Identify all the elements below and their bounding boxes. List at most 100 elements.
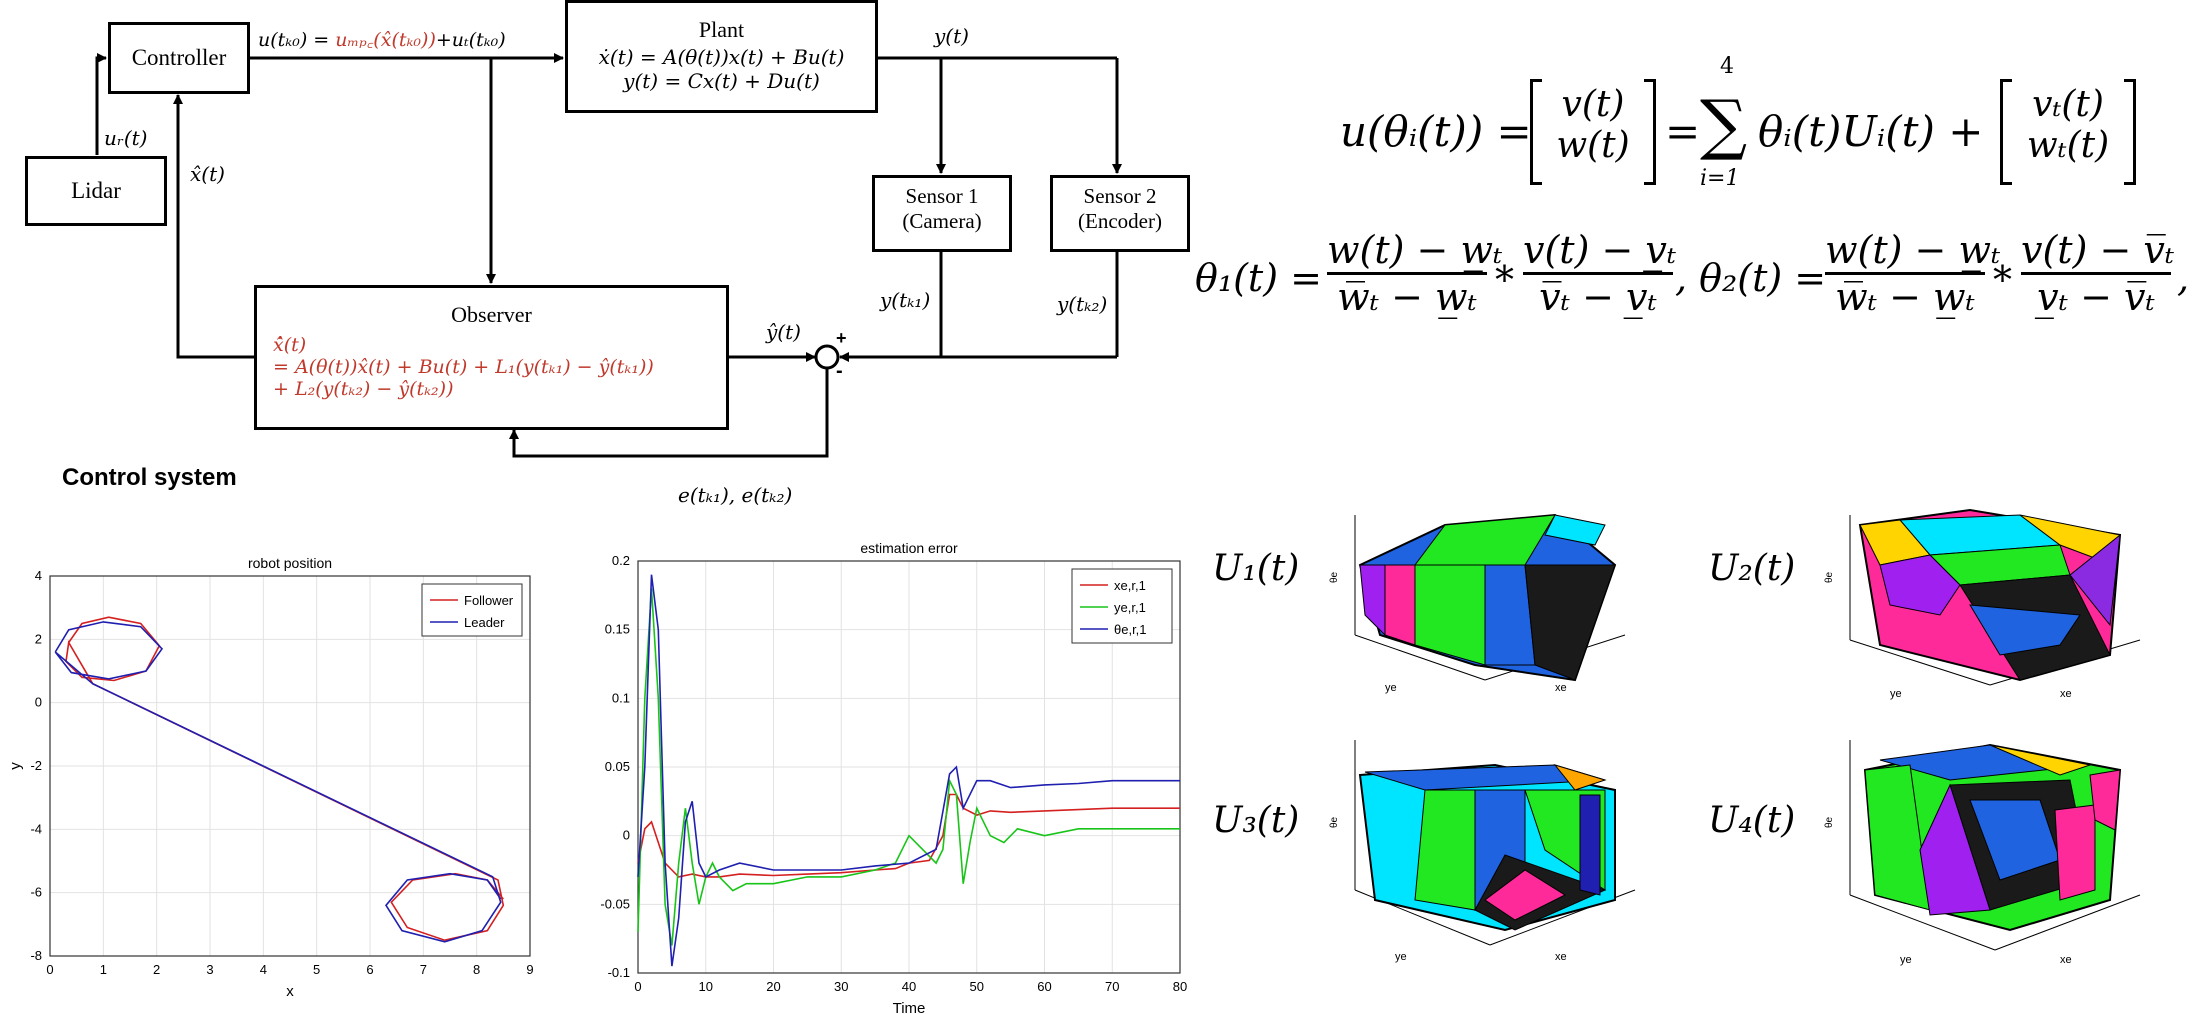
sensor2-label: Sensor 2 — [1083, 184, 1157, 208]
y-tick-label: 2 — [35, 631, 42, 646]
x-tick-label: 9 — [526, 962, 533, 977]
y-tick-label: -0.05 — [600, 896, 630, 911]
plant-title: Plant — [698, 17, 745, 42]
xhat-label: x̂(t) — [190, 162, 225, 186]
theta2-frac2: v(t) − v̅ₜ v̲ₜ − v̅ₜ — [2021, 228, 2174, 319]
x-tick-label: 7 — [420, 962, 427, 977]
u4-axis-xe: xe — [2060, 954, 2072, 966]
sum-upper-limit: 4 — [1720, 54, 1734, 79]
legend-entry: Follower — [464, 593, 514, 608]
ytk2-label: y(tₖ₂) — [1057, 292, 1108, 316]
theta2-star: * — [1993, 258, 2012, 302]
summing-junction — [814, 344, 840, 370]
y-tick-label: -2 — [30, 758, 42, 773]
u1-polytope-plot: θe ye xe — [1329, 513, 1626, 694]
u1-axis-ye: ye — [1385, 682, 1397, 694]
x-tick-label: 8 — [473, 962, 480, 977]
observer-eq-line2: = A(θ(t))x̂(t) + Bu(t) + L₁(y(tₖ₁) − ŷ(t… — [273, 356, 654, 378]
theta1-frac1-den: w̅ₜ − w̲ₜ — [1337, 275, 1477, 319]
x-tick-label: 60 — [1037, 979, 1051, 994]
theta2-comma: , — [2177, 256, 2190, 300]
y-tick-label: 0.1 — [612, 690, 630, 705]
y-tick-label: -6 — [30, 885, 42, 900]
legend-box — [421, 583, 523, 637]
series-line-leader — [54, 621, 502, 943]
y-tick-label: -8 — [30, 948, 42, 963]
theta1-frac2: v(t) − v̲ₜ v̅ₜ − v̲ₜ — [1523, 228, 1677, 319]
series-line-xer1 — [637, 793, 1180, 878]
control-input-label: u(tₖ₀) = uₘₚ꜀(x̂(tₖ₀))+uₜ(tₖ₀) — [258, 26, 506, 52]
ytk1-label: y(tₖ₁) — [880, 288, 931, 312]
ur-label: uᵣ(t) — [104, 126, 148, 150]
theta1-frac1-num: w(t) − w̲ₜ — [1327, 228, 1503, 272]
x-tick-label: 3 — [206, 962, 213, 977]
x-tick-label: 30 — [834, 979, 848, 994]
v-entry: v(t) — [1561, 84, 1625, 125]
error-label: e(tₖ₁), e(tₖ₂) — [678, 483, 793, 507]
controller-block: Controller — [108, 22, 250, 94]
x-tick-label: 0 — [46, 962, 53, 977]
arrow-lidar-controller — [95, 53, 107, 155]
plot-frame — [49, 575, 531, 957]
u-tk0-label: u(tₖ₀) = — [258, 29, 336, 51]
y-tick-label: 4 — [35, 568, 42, 583]
x-tick-label: 20 — [766, 979, 780, 994]
theta1-frac2-den: v̅ₜ − v̲ₜ — [1539, 275, 1657, 319]
legend-entry: Leader — [464, 615, 505, 630]
sum-body: θᵢ(t)Uᵢ(t) + — [1758, 107, 1984, 156]
u4-polytope-plot: θe ye xe — [1824, 740, 2141, 966]
theta2-frac1-den: w̅ₜ − w̲ₜ — [1835, 275, 1975, 319]
plot-frame — [637, 560, 1181, 974]
vw-vector: v(t) w(t) — [1530, 79, 1656, 185]
x-tick-label: 5 — [313, 962, 320, 977]
y-tick-label: -4 — [30, 821, 42, 836]
legend-entry: xe,r,1 — [1114, 578, 1146, 593]
u3-label: U₃(t) — [1212, 800, 1300, 841]
sensor1-label: Sensor 1 — [905, 184, 979, 208]
series-line-yer1 — [637, 588, 1180, 946]
theta2-frac2-den: v̲ₜ − v̅ₜ — [2037, 275, 2155, 319]
observer-title: Observer — [451, 302, 532, 327]
y-tick-label: 0 — [623, 828, 630, 843]
u-mpc-label: uₘₚ꜀(x̂(tₖ₀)) — [335, 29, 436, 51]
x-tick-label: 4 — [260, 962, 267, 977]
x-tick-label: 70 — [1105, 979, 1119, 994]
controller-label: Controller — [131, 45, 227, 70]
u2-axis-ye: ye — [1890, 688, 1902, 700]
vt-wt-vector: vₜ(t) wₜ(t) — [2000, 79, 2136, 185]
sum-symbol: ∑ — [1700, 86, 1748, 163]
diagram-connectors — [95, 53, 1122, 458]
estimation-error-chart: 0 10 20 30 40 50 60 70 80 -0.1 -0.05 0 0.05 0.1 0.15 0.… — [600, 540, 1187, 1014]
observer-block: Observer x̂̇(t) = A(θ(t))x̂(t) + Bu(t) +… — [254, 285, 729, 430]
u2-axis-xe: xe — [2060, 688, 2072, 700]
sensor2-sublabel: (Encoder) — [1078, 209, 1162, 233]
u1-axis-xe: xe — [1555, 682, 1567, 694]
u2-axis-the: θe — [1824, 571, 1835, 583]
u4-label: U₄(t) — [1708, 800, 1796, 841]
theta1-frac2-num: v(t) − v̲ₜ — [1523, 228, 1677, 272]
sensor1-sublabel: (Camera) — [902, 209, 982, 233]
lidar-block: Lidar — [25, 156, 167, 226]
u4-axis-ye: ye — [1900, 954, 1912, 966]
theta-equations: θ₁(t) = w(t) − w̲ₜ w̅ₜ − w̲ₜ * v(t) − v̲… — [1195, 228, 2205, 338]
x-tick-label: 40 — [902, 979, 916, 994]
plant-state-equation: ẋ(t) = A(θ(t))x(t) + Bu(t) — [598, 45, 845, 69]
u3-axis-the: θe — [1329, 816, 1340, 828]
u3-axis-xe: xe — [1555, 951, 1567, 963]
plant-output-equation: y(t) = Cx(t) + Du(t) — [623, 69, 820, 93]
y-tick-label: -0.1 — [608, 965, 630, 980]
plant-block: Plant ẋ(t) = A(θ(t))x(t) + Bu(t) y(t) = … — [565, 0, 878, 113]
arrow-error-observer — [509, 369, 829, 458]
x-tick-label: 50 — [970, 979, 984, 994]
control-system-caption: Control system — [62, 464, 237, 491]
sensor2-block: Sensor 2 (Encoder) — [1050, 175, 1190, 252]
theta2-frac1: w(t) − w̲ₜ w̅ₜ − w̲ₜ — [1825, 228, 2000, 319]
series-line-er1 — [637, 574, 1180, 967]
sum-lower-limit: i=1 — [1700, 166, 1740, 191]
observer-eq-line3: + L₂(y(tₖ₂) − ŷ(tₖ₂)) — [273, 378, 454, 400]
x-tick-label: 1 — [100, 962, 107, 977]
u2-label: U₂(t) — [1708, 548, 1796, 589]
series-line-follower — [65, 616, 505, 942]
y-tick-label: 0 — [35, 695, 42, 710]
control-law-lhs: u(θᵢ(t)) = — [1340, 107, 1532, 156]
